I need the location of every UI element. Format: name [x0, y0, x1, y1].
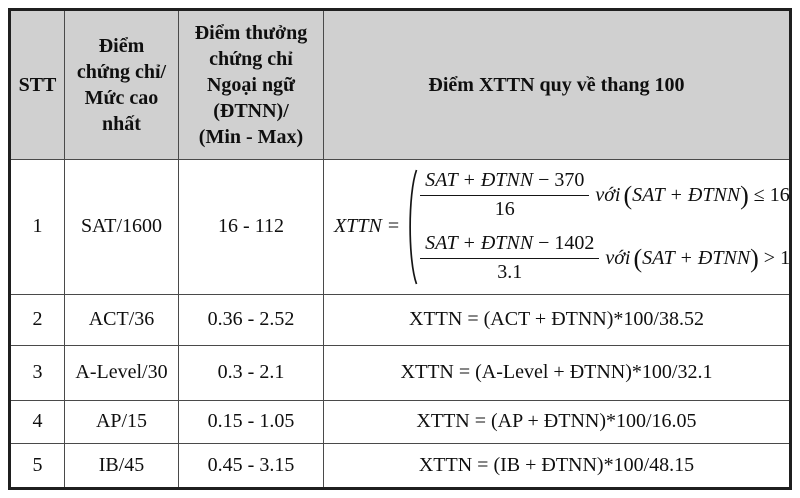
numerator-const: − 370 — [533, 169, 585, 192]
range-cell: 0.36 - 2.52 — [178, 293, 324, 347]
header-bonus-line: (ĐTNN)/ — [213, 100, 289, 122]
piecewise-cases: SAT + ĐTNN − 370 16 với (SAT + ĐTNN) ≤ 16… — [420, 168, 790, 285]
open-paren: ( — [623, 180, 633, 210]
condition-expr: SAT + ĐTNN — [642, 246, 751, 269]
big-left-paren-icon — [409, 169, 418, 285]
range-cell: 0.45 - 3.15 — [178, 442, 324, 490]
formula-lhs-var: XTTN — [334, 215, 382, 238]
numerator: SAT + ĐTNN − 370 — [420, 168, 590, 197]
condition-expr: SAT + ĐTNN — [632, 183, 741, 206]
header-certificate-line: Điểm — [98, 35, 145, 57]
table-row: 3 A-Level/30 0.3 - 2.1 XTTN = (A-Level +… — [9, 345, 791, 401]
header-stt: STT — [9, 9, 65, 160]
certificate-cell: A-Level/30 — [64, 345, 179, 401]
header-certificate: Điểm chứng chỉ/ Mức cao nhất — [64, 9, 179, 160]
formula-cell: XTTN = (ACT + ĐTNN)*100/38.52 — [323, 293, 791, 347]
stt-cell: 2 — [9, 293, 65, 347]
stt-cell: 1 — [9, 159, 65, 295]
header-row: STT Điểm chứng chỉ/ Mức cao nhất Điểm th… — [9, 9, 791, 160]
denominator: 3.1 — [497, 261, 523, 284]
numerator: SAT + ĐTNN − 1402 — [420, 231, 600, 260]
range-cell: 0.15 - 1.05 — [178, 399, 324, 444]
numerator-expr: SAT + ĐTNN — [425, 169, 534, 192]
formula-cell: XTTN = SAT + ĐTNN − 370 16 với (SAT + ĐTNN… — [323, 159, 791, 295]
fraction: SAT + ĐTNN − 1402 3.1 — [420, 231, 600, 285]
table-row: 2 ACT/36 0.36 - 2.52 XTTN = (ACT + ĐTNN)… — [9, 293, 791, 347]
condition-relation: ≤ 1650 — [753, 183, 790, 206]
table-row: 1 SAT/1600 16 - 112 XTTN = SAT + ĐTNN − 3… — [9, 159, 791, 295]
open-paren: ( — [633, 243, 643, 273]
close-paren: ) — [750, 243, 759, 273]
equals-sign: = — [387, 215, 400, 238]
close-paren: ) — [740, 180, 749, 210]
certificate-cell: IB/45 — [64, 442, 179, 490]
stt-cell: 4 — [9, 399, 65, 444]
formula-cell: XTTN = (A-Level + ĐTNN)*100/32.1 — [323, 345, 791, 401]
header-bonus-line: Ngoại ngữ — [206, 74, 296, 96]
stt-cell: 3 — [9, 345, 65, 401]
header-bonus-line: (Min - Max) — [198, 126, 304, 148]
formula-cell: XTTN = (IB + ĐTNN)*100/48.15 — [323, 442, 791, 490]
header-certificate-line: Mức cao — [84, 87, 159, 109]
header-bonus-line: Điểm thưởng — [194, 22, 308, 44]
certificate-cell: AP/15 — [64, 399, 179, 444]
range-cell: 0.3 - 2.1 — [178, 345, 324, 401]
certificate-cell: ACT/36 — [64, 293, 179, 347]
piecewise-case-2: SAT + ĐTNN − 1402 3.1 với (SAT + ĐTNN) > … — [420, 231, 790, 285]
stt-cell: 5 — [9, 442, 65, 490]
table-row: 5 IB/45 0.45 - 3.15 XTTN = (IB + ĐTNN)*1… — [9, 442, 791, 490]
table-row: 4 AP/15 0.15 - 1.05 XTTN = (AP + ĐTNN)*1… — [9, 399, 791, 444]
numerator-expr: SAT + ĐTNN — [425, 232, 534, 255]
formula-cell: XTTN = (AP + ĐTNN)*100/16.05 — [323, 399, 791, 444]
range-cell: 16 - 112 — [178, 159, 324, 295]
piecewise-formula: XTTN = SAT + ĐTNN − 370 16 với (SAT + ĐTNN… — [325, 168, 790, 286]
header-bonus-range: Điểm thưởng chứng chỉ Ngoại ngữ (ĐTNN)/ … — [178, 9, 324, 160]
certificate-cell: SAT/1600 — [64, 159, 179, 295]
numerator-const: − 1402 — [533, 232, 595, 255]
piecewise-case-1: SAT + ĐTNN − 370 16 với (SAT + ĐTNN) ≤ 16… — [420, 168, 790, 222]
header-certificate-line: chứng chỉ/ — [76, 61, 167, 83]
formula-lhs: XTTN = — [334, 214, 404, 239]
header-bonus-line: chứng chỉ — [209, 48, 293, 70]
header-certificate-line: nhất — [102, 113, 141, 135]
fraction: SAT + ĐTNN − 370 16 — [420, 168, 590, 222]
condition-word: với — [605, 246, 631, 269]
denominator: 16 — [494, 198, 515, 221]
condition: với(SAT + ĐTNN) ≤ 1650 — [595, 180, 790, 210]
header-xttn-scale: Điểm XTTN quy về thang 100 — [323, 9, 791, 160]
condition-relation: > 1650 — [763, 246, 791, 269]
score-conversion-table: STT Điểm chứng chỉ/ Mức cao nhất Điểm th… — [8, 8, 792, 490]
condition-word: với — [595, 183, 621, 206]
condition: với(SAT + ĐTNN) > 1650 — [605, 243, 791, 273]
